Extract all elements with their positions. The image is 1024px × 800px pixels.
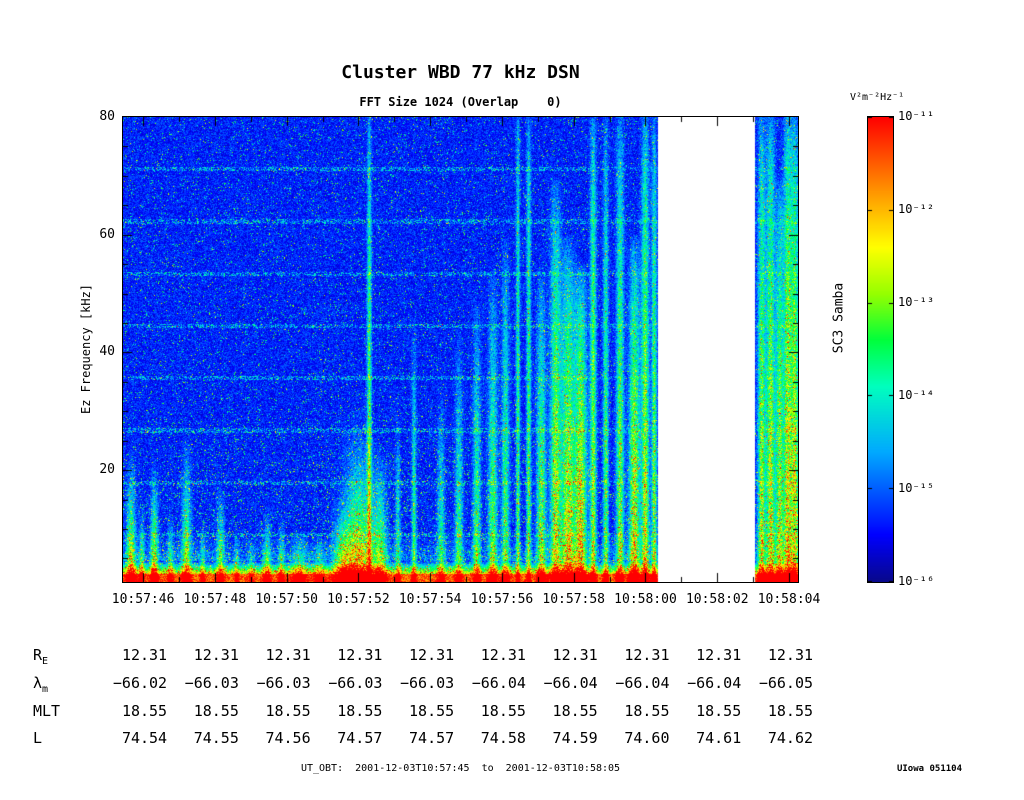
ephemeris-row-label-sub: m [42,684,49,695]
ephemeris-value: 12.31 [767,646,814,664]
y-tick-label: 40 [99,344,115,360]
colorbar-tick-label: 10⁻¹³ [898,295,935,309]
ephemeris-value: 18.55 [121,702,168,720]
colorbar-canvas [868,117,893,582]
ephemeris-value: 12.31 [121,646,168,664]
ephemeris-value: 18.55 [552,702,598,720]
colorbar-tick-label: 10⁻¹¹ [898,109,935,123]
x-tick-label: 10:57:56 [470,592,534,607]
ephemeris-row-label-main: λ [33,674,43,692]
colorbar-tick-label: 10⁻¹⁵ [898,481,935,495]
ephemeris-value: 18.55 [480,702,526,720]
ephemeris-value: 18.55 [696,702,742,720]
credit-label: UIowa 051104 [896,764,962,774]
ephemeris-value: 74.59 [552,729,598,747]
x-tick-label: 10:58:00 [614,592,677,607]
ephemeris-value: 74.54 [121,729,168,747]
ephemeris-value: 12.31 [624,646,670,664]
x-tick-label: 10:58:02 [685,592,749,607]
ephemeris-value: 12.31 [193,646,239,664]
ephemeris-row-label-main: L [33,729,43,747]
ephemeris-value: 74.60 [624,729,670,747]
ephemeris-row-label-main: R [33,646,43,664]
x-tick-label: 10:57:54 [398,592,462,607]
ephemeris-value: 18.55 [767,702,814,720]
colorbar [867,116,894,583]
y-tick-label: 60 [99,226,115,242]
x-tick-label: 10:57:52 [327,592,390,607]
ephemeris-value: 12.31 [337,646,383,664]
ephemeris-value: −66.03 [184,674,239,692]
ephemeris-value: 74.58 [480,729,526,747]
ephemeris-value: 18.55 [337,702,383,720]
x-tick-label: 10:57:46 [111,592,175,607]
ephemeris-value: 74.56 [265,729,311,747]
chart-title: Cluster WBD 77 kHz DSN [341,62,580,83]
x-tick-label: 10:57:58 [542,592,606,607]
ephemeris-value: 74.57 [337,729,383,747]
x-tick-label: 10:57:50 [255,592,318,607]
ephemeris-value: −66.05 [758,674,814,692]
ephemeris-row-label-main: MLT [33,702,61,720]
ephemeris-value: −66.03 [399,674,455,692]
colorbar-tick-label: 10⁻¹⁶ [898,574,935,588]
ephemeris-value: 12.31 [409,646,455,664]
ephemeris-value: −66.02 [112,674,168,692]
ephemeris-row-label: L [33,729,42,747]
y-tick-label: 20 [99,462,115,478]
x-tick-label: 10:57:48 [183,592,247,607]
ephemeris-value: 74.55 [193,729,239,747]
chart-subtitle: FFT Size 1024 (Overlap 0) [359,95,562,109]
ephemeris-value: −66.04 [471,674,526,692]
ephemeris-value: −66.03 [328,674,383,692]
ephemeris-row-label: MLT [33,702,60,720]
ephemeris-row-label: λm [33,674,49,695]
ephemeris-value: −66.04 [687,674,742,692]
ephemeris-value: 12.31 [696,646,742,664]
colorbar-tick-label: 10⁻¹⁴ [898,388,935,402]
time-range-label: UT_OBT: 2001-12-03T10:57:45 to 2001-12-0… [300,763,621,774]
ephemeris-value: 12.31 [480,646,526,664]
spacecraft-label: SC3 Samba [831,282,847,354]
ephemeris-value: 12.31 [265,646,311,664]
ephemeris-value: 18.55 [193,702,239,720]
ephemeris-row-label-sub: E [42,656,49,667]
ephemeris-value: 18.55 [265,702,311,720]
spectrogram-canvas [123,117,798,582]
ephemeris-value: −66.03 [256,674,311,692]
x-tick-label: 10:58:04 [757,592,821,607]
ephemeris-row-label: RE [33,646,49,667]
spectrogram-plot [122,116,799,583]
y-tick-label: 80 [99,109,115,124]
ephemeris-value: 18.55 [624,702,670,720]
ephemeris-value: 12.31 [552,646,598,664]
ephemeris-value: −66.04 [543,674,598,692]
ephemeris-value: −66.04 [615,674,670,692]
ephemeris-value: 74.62 [767,729,814,747]
ephemeris-value: 18.55 [409,702,455,720]
colorbar-tick-label: 10⁻¹² [898,202,935,216]
ephemeris-value: 74.61 [696,729,742,747]
ephemeris-value: 74.57 [409,729,455,747]
colorbar-units-label: V²m⁻²Hz⁻¹ [850,92,905,103]
